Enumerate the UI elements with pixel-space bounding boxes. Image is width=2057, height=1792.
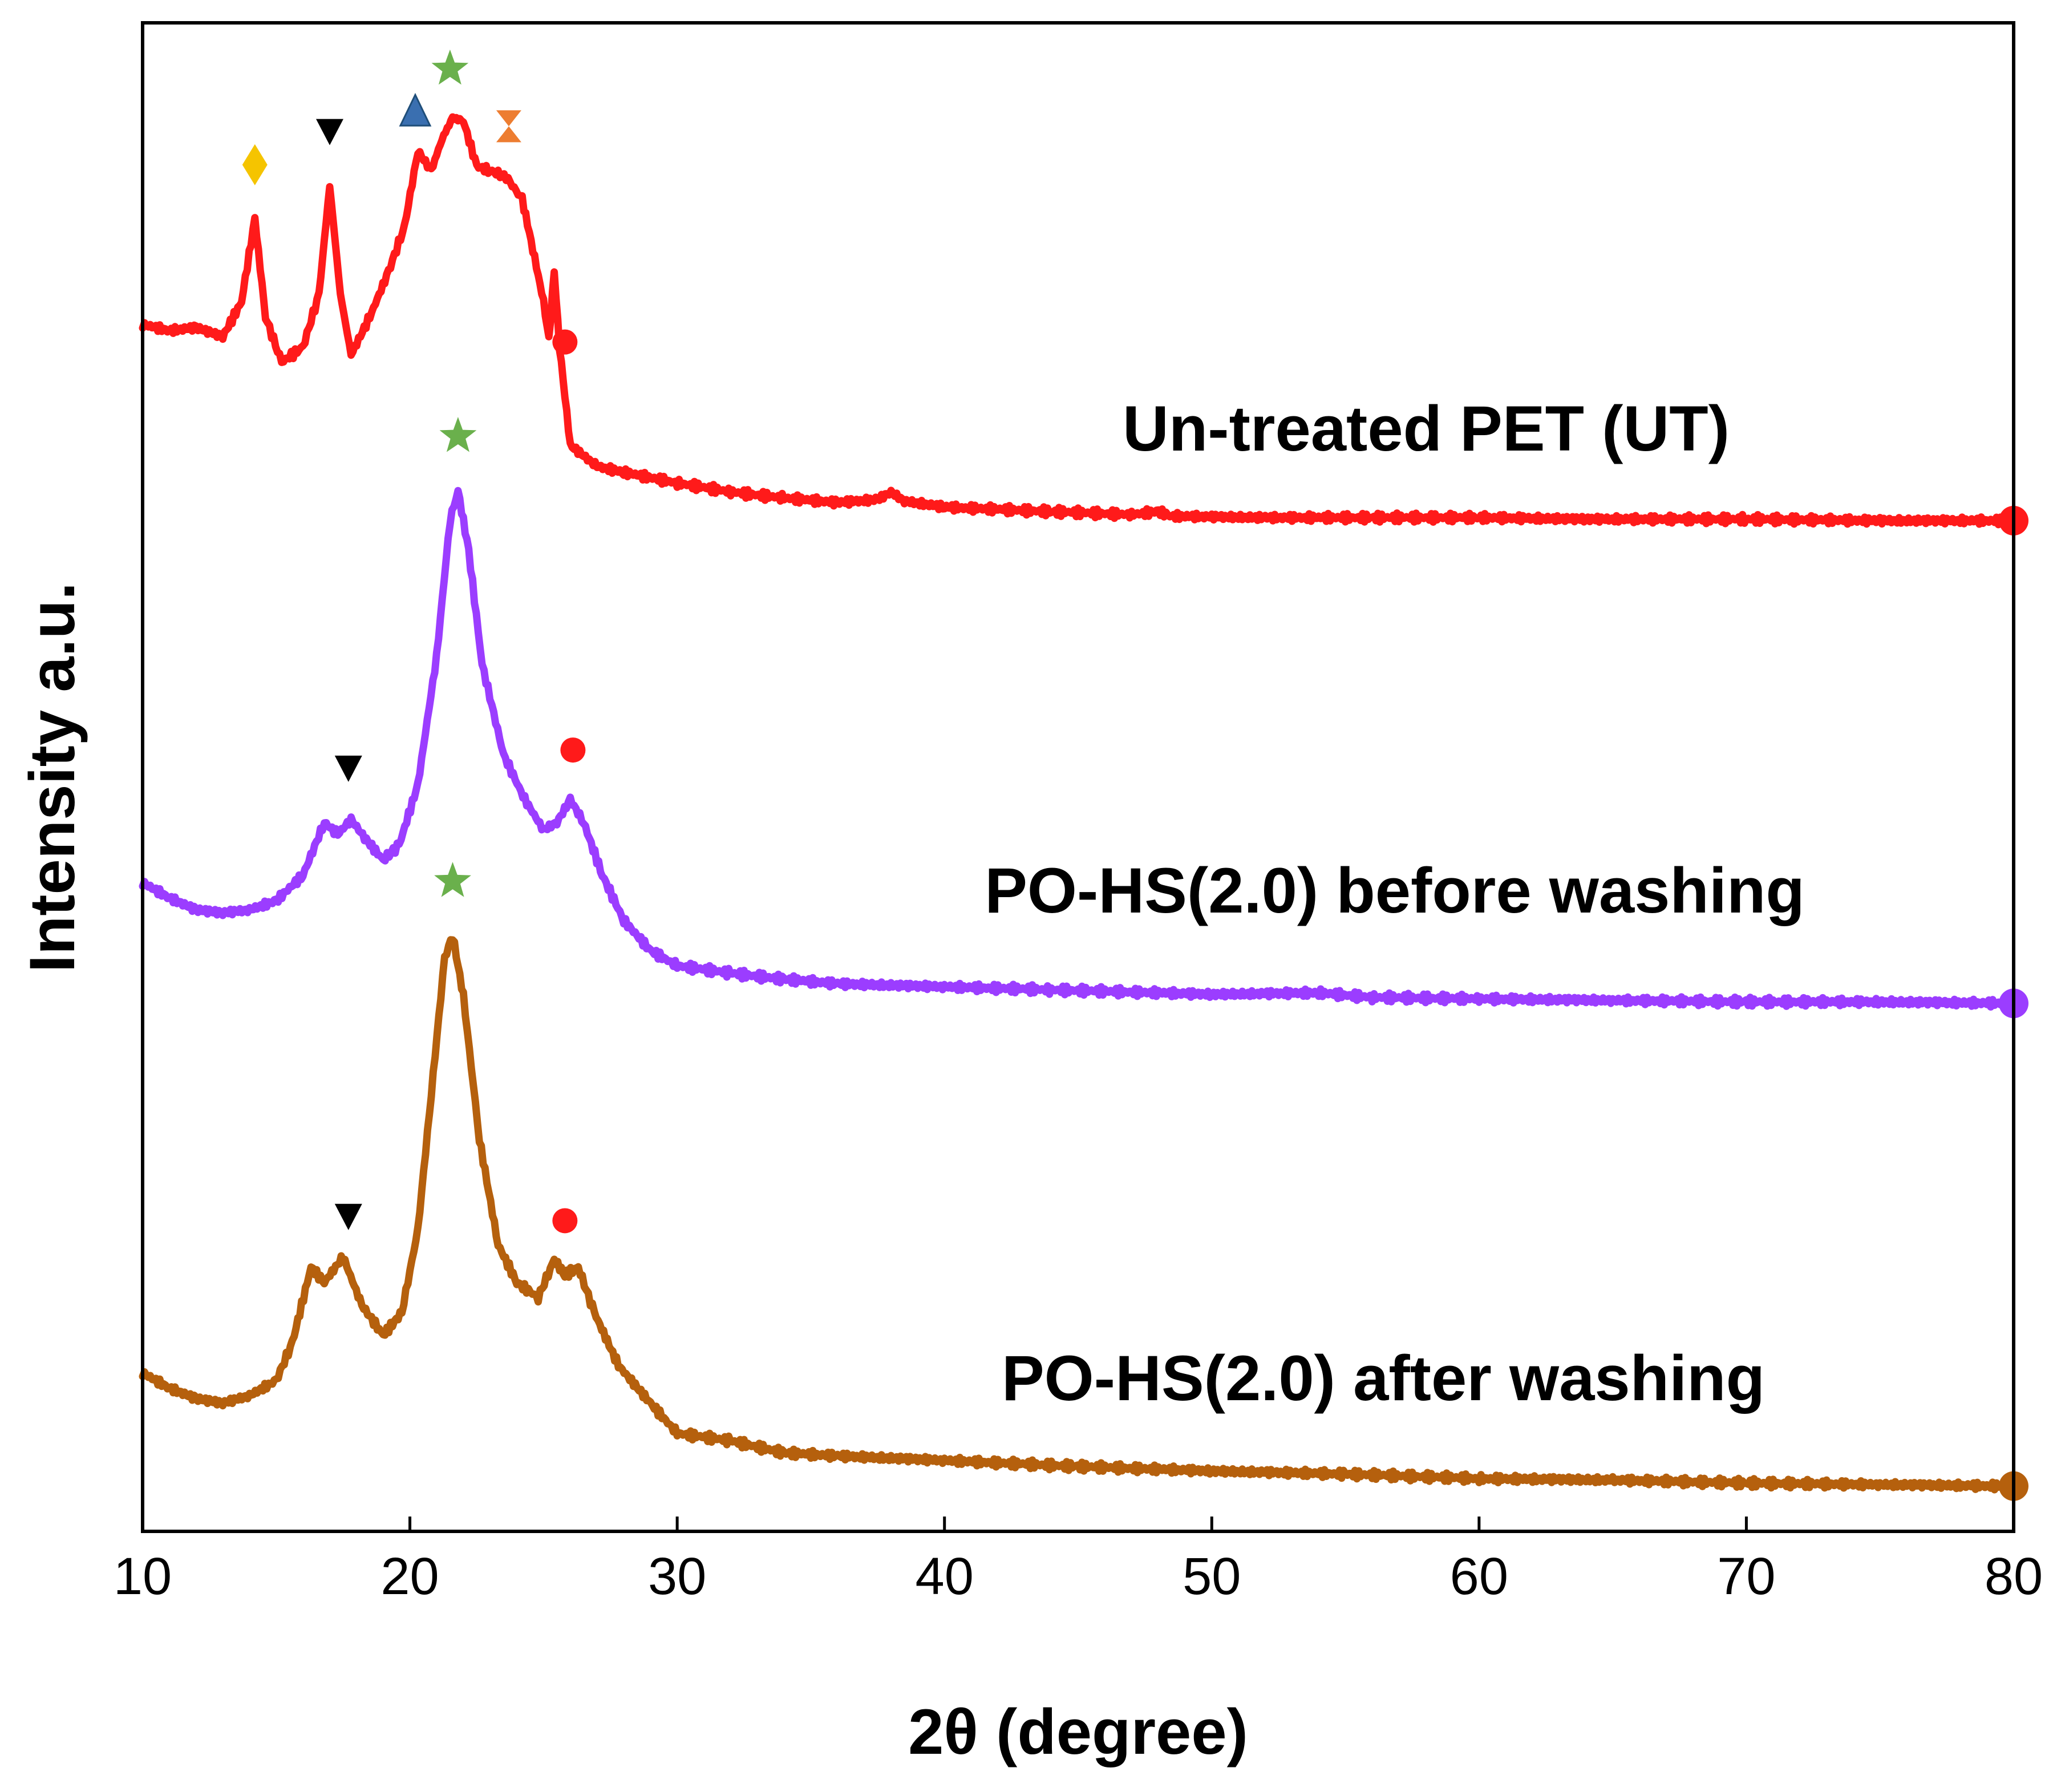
peak-marker-circle-icon [560, 737, 586, 763]
x-tick-label: 80 [1985, 1547, 2043, 1605]
peak-marker-circle-icon [552, 1208, 578, 1234]
x-tick-label: 10 [114, 1547, 172, 1605]
series-line-2 [139, 486, 2018, 1011]
peak-marker-star-icon [439, 417, 477, 452]
series-line-3 [139, 936, 2018, 1494]
y-axis-title: Intensity a.u. [17, 582, 88, 973]
peak-marker-star-icon [431, 49, 469, 85]
peak-marker-hourglass-icon [496, 110, 521, 143]
peak-marker-star-icon [434, 862, 471, 897]
x-axis-ticks: 10 20 30 40 50 60 70 80 [114, 1517, 2043, 1605]
peak-marker-layer [242, 49, 586, 1234]
series-line-1 [139, 113, 2018, 529]
peak-marker-down-triangle-icon [334, 755, 362, 782]
x-tick-label: 70 [1717, 1547, 1775, 1605]
series-layer [139, 113, 2028, 1501]
x-tick-label: 30 [648, 1547, 706, 1605]
peak-marker-down-triangle-icon [316, 119, 343, 145]
x-tick-label: 40 [916, 1547, 974, 1605]
series-label-1: Un-treated PET (UT) [1123, 393, 1730, 464]
series-label-layer: Un-treated PET (UT) PO-HS(2.0) before was… [985, 393, 1805, 1414]
x-tick-label: 50 [1183, 1547, 1241, 1605]
peak-marker-diamond-icon [242, 144, 268, 185]
series-label-3: PO-HS(2.0) after washing [1002, 1343, 1765, 1414]
x-tick-label: 60 [1450, 1547, 1508, 1605]
peak-marker-up-triangle-icon [399, 92, 432, 127]
series-label-2: PO-HS(2.0) before washing [985, 855, 1805, 926]
x-tick-label: 20 [380, 1547, 439, 1605]
plot-frame [141, 21, 2015, 1533]
peak-marker-down-triangle-icon [334, 1203, 362, 1230]
peak-marker-circle-icon [552, 329, 578, 355]
x-axis-title: 2θ (degree) [908, 1696, 1248, 1767]
